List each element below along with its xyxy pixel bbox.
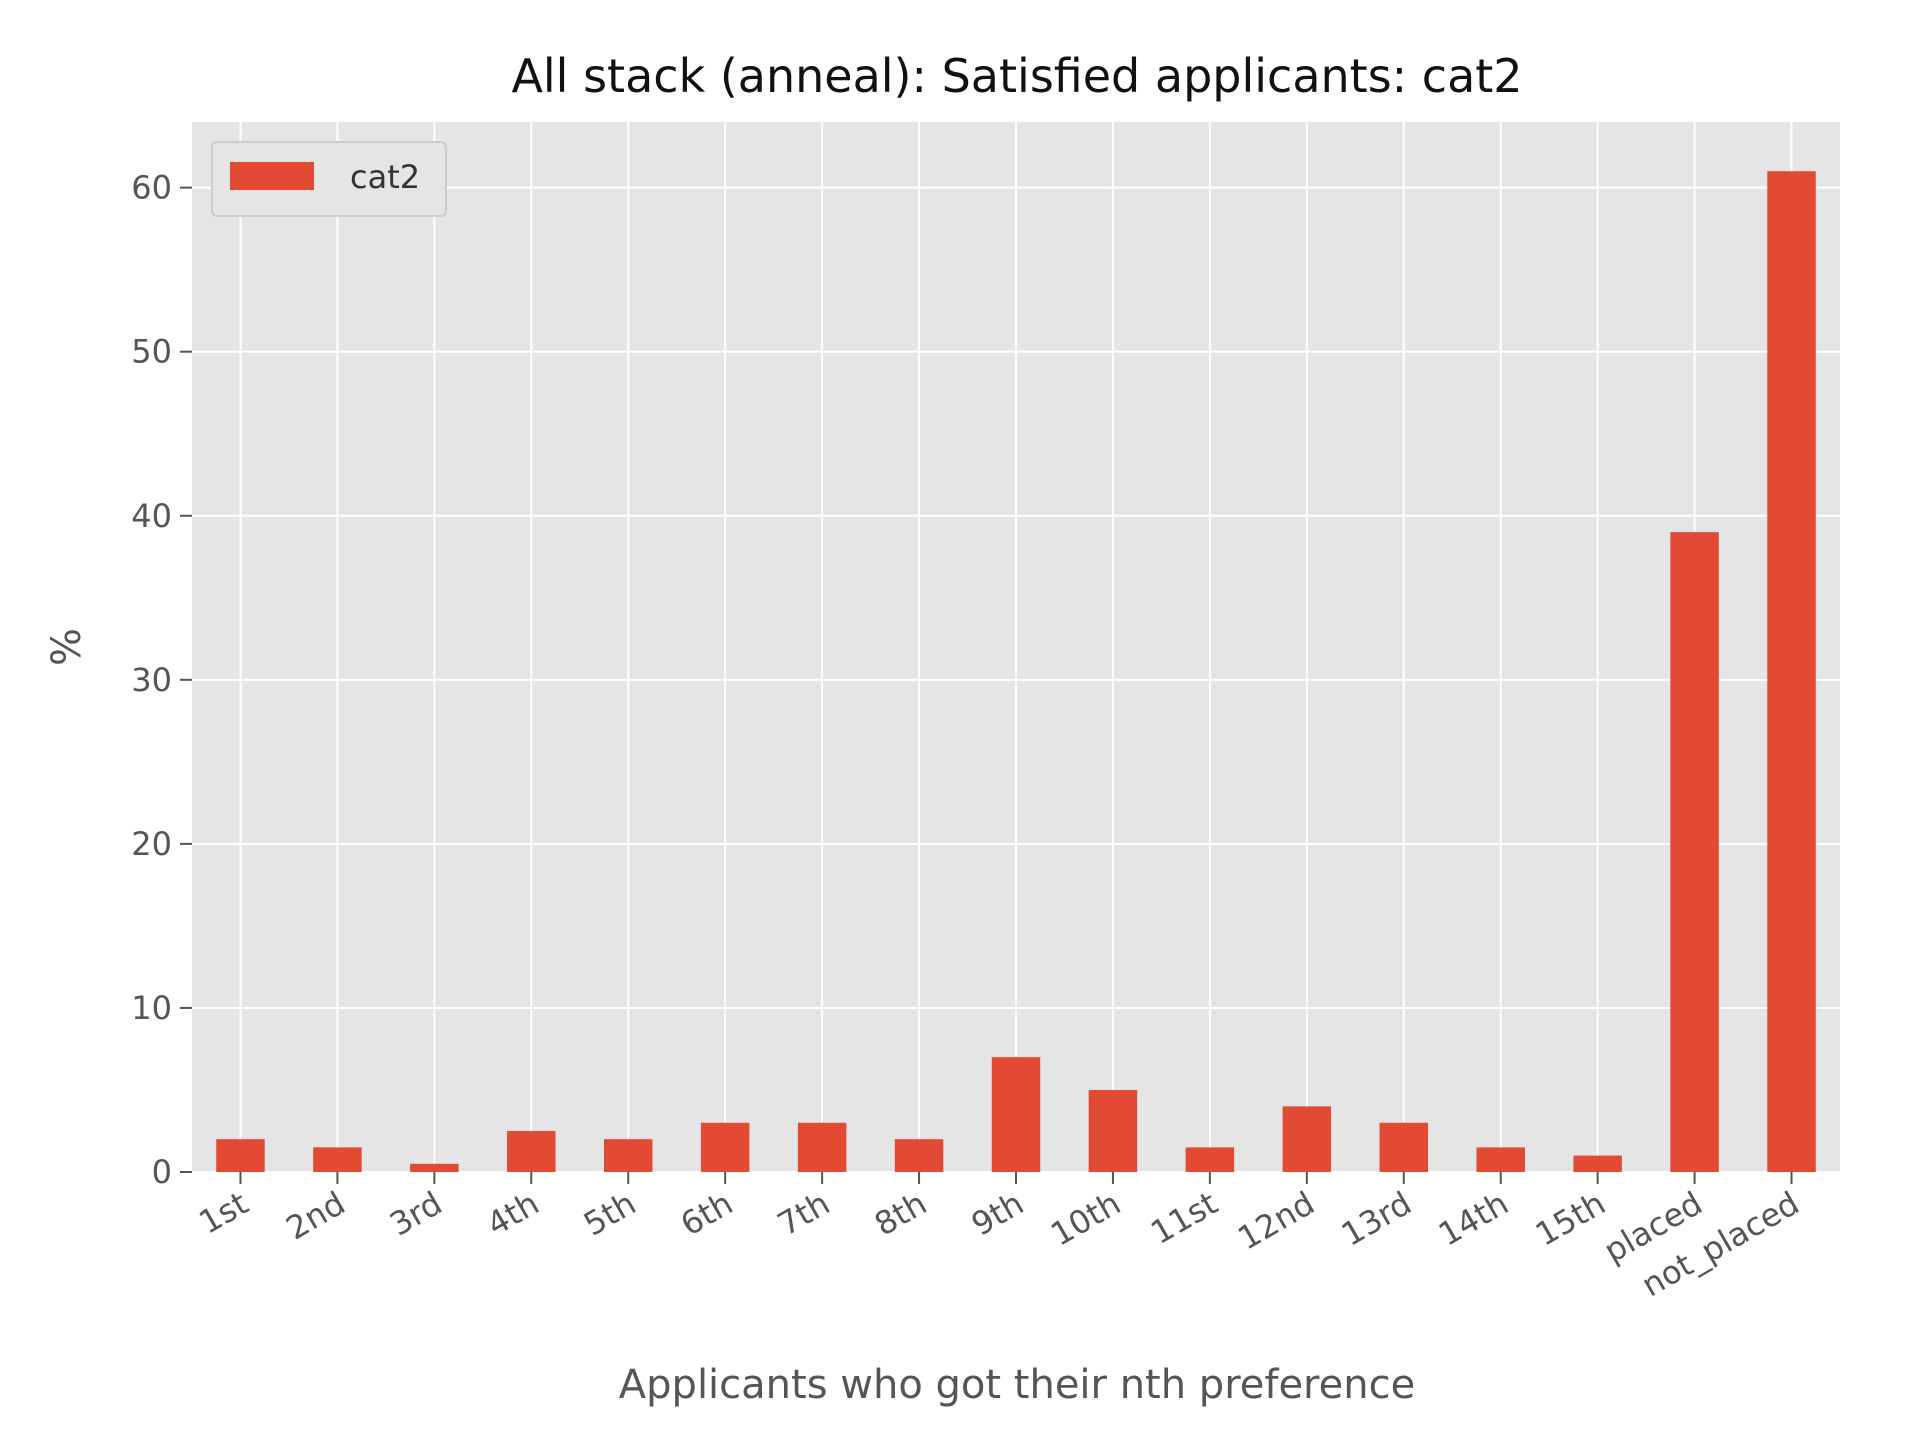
bar-4th xyxy=(507,1130,556,1172)
bar-1st xyxy=(216,1139,265,1172)
bar-3rd xyxy=(410,1163,459,1172)
bar-8th xyxy=(894,1139,944,1172)
bar-not_placed xyxy=(1767,171,1816,1172)
legend: cat2 xyxy=(211,141,447,217)
x-tick-label-13: 14th xyxy=(1432,1184,1515,1254)
x-tick-label-0: 1st xyxy=(193,1184,255,1242)
y-tick-label-6: 60 xyxy=(131,169,172,207)
y-tick-label-5: 50 xyxy=(131,333,172,371)
x-tick-label-3: 4th xyxy=(480,1184,545,1244)
bar-15th xyxy=(1573,1155,1622,1172)
legend-label: cat2 xyxy=(350,158,420,196)
x-tick-label-12: 13rd xyxy=(1335,1184,1418,1254)
y-tick-label-2: 20 xyxy=(131,825,172,863)
bar-14th xyxy=(1476,1147,1525,1172)
x-tick-label-9: 10th xyxy=(1044,1184,1127,1254)
x-tick-label-10: 11st xyxy=(1144,1184,1224,1252)
x-tick-label-11: 12nd xyxy=(1231,1184,1320,1258)
x-tick-label-5: 6th xyxy=(674,1184,739,1244)
x-tick-label-8: 9th xyxy=(965,1184,1030,1244)
bar-10th xyxy=(1088,1089,1138,1172)
x-tick-label-1: 2nd xyxy=(280,1184,352,1247)
y-axis-label: % xyxy=(44,628,90,666)
y-tick-label-3: 30 xyxy=(131,661,172,699)
x-axis-label: Applicants who got their nth preference xyxy=(619,1362,1415,1408)
bar-placed xyxy=(1670,532,1719,1172)
bar-12nd xyxy=(1282,1106,1332,1172)
bar-5th xyxy=(604,1139,653,1172)
bar-13rd xyxy=(1379,1122,1428,1172)
legend-box xyxy=(211,141,447,217)
bars xyxy=(216,171,1816,1172)
bar-2nd xyxy=(313,1147,362,1172)
chart-title: All stack (anneal): Satisfied applicants… xyxy=(511,49,1522,103)
x-tick-label-7: 8th xyxy=(868,1184,933,1244)
y-tick-label-4: 40 xyxy=(131,497,172,535)
x-tick-label-14: 15th xyxy=(1529,1184,1612,1254)
legend-swatch xyxy=(230,162,314,190)
bar-9th xyxy=(991,1057,1041,1172)
y-tick-label-1: 10 xyxy=(131,989,172,1027)
bar-7th xyxy=(797,1122,847,1172)
x-tick-label-6: 7th xyxy=(771,1184,836,1244)
bar-6th xyxy=(700,1122,750,1172)
grid-lines xyxy=(192,122,1840,1173)
bar-11st xyxy=(1185,1147,1235,1172)
x-tick-label-2: 3rd xyxy=(383,1184,448,1244)
x-tick-label-4: 5th xyxy=(577,1184,642,1244)
y-tick-label-0: 0 xyxy=(152,1153,172,1191)
